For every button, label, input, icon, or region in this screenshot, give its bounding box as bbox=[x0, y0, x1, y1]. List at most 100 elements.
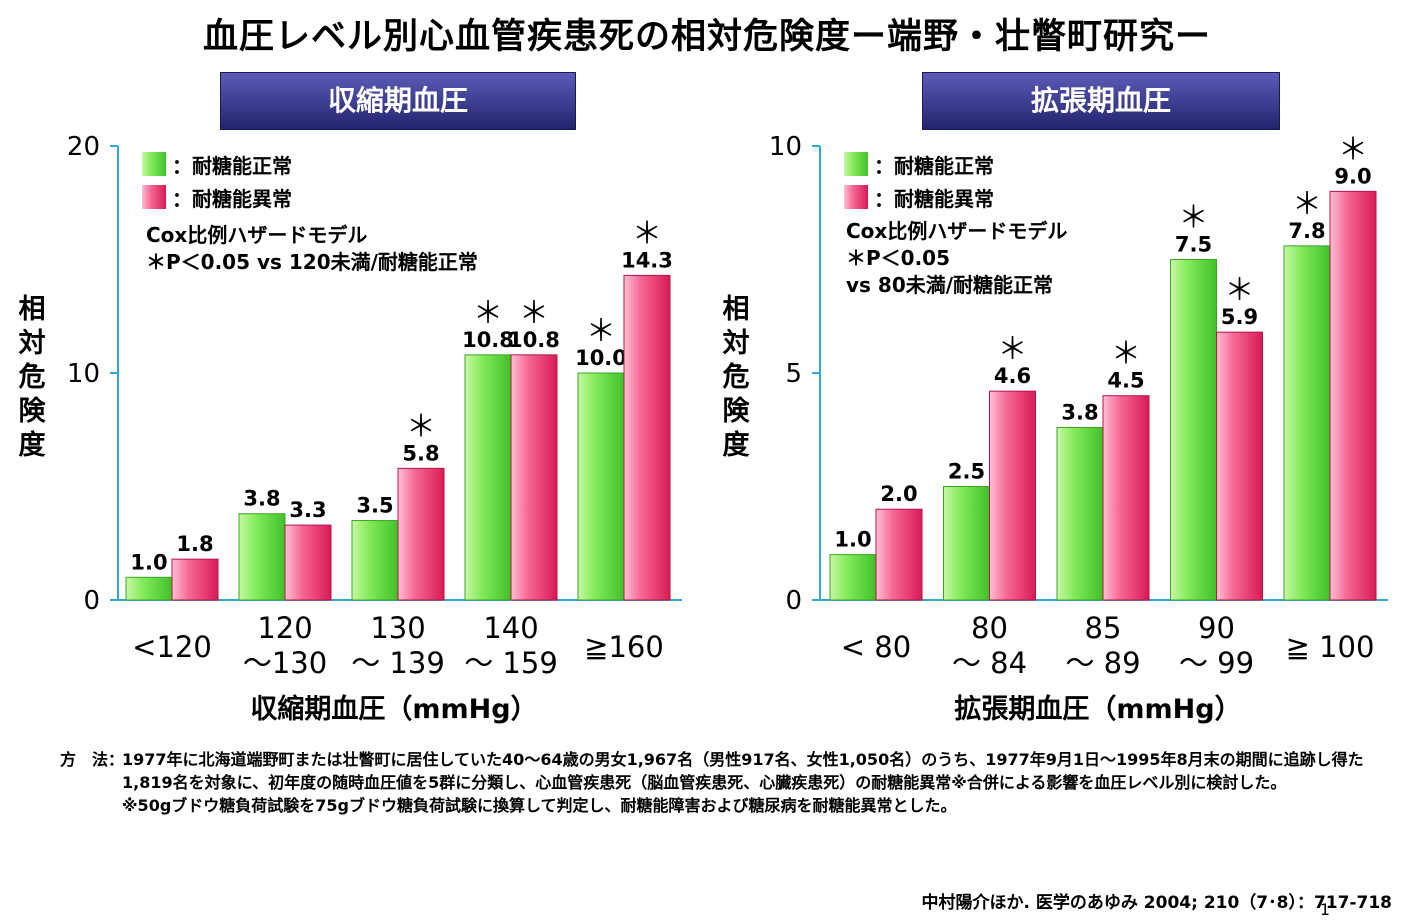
chart1-data-label: 5.8 bbox=[402, 441, 439, 465]
chart2-y-axis-label-char: 度 bbox=[723, 429, 750, 461]
chart1-x-tick-label: 130 bbox=[370, 611, 425, 645]
chart2-data-label: 4.6 bbox=[994, 364, 1031, 388]
chart2-x-tick-label: 85 bbox=[1085, 611, 1122, 645]
diastolic-panel-header: 拡張期血圧 bbox=[922, 72, 1280, 130]
chart2-bar-normal bbox=[1056, 426, 1104, 601]
chart2-data-label: 5.9 bbox=[1221, 305, 1258, 329]
chart2-data-label: 3.8 bbox=[1061, 400, 1098, 424]
chart2-data-label: 7.5 bbox=[1175, 233, 1212, 257]
chart1-y-tick-label: 20 bbox=[67, 132, 100, 162]
chart1-significance-asterisk: ＊ bbox=[473, 296, 503, 331]
chart1-y-axis-label-char: 相 bbox=[19, 294, 46, 325]
chart2-y-axis-label-char: 相 bbox=[723, 294, 750, 325]
chart2-x-tick-label: 90 bbox=[1198, 611, 1235, 645]
chart2-data-label: 7.8 bbox=[1288, 219, 1325, 243]
method-note: ※50gブドウ糖負荷試験を75gブドウ糖負荷試験に換算して判定し、耐糖能障害およ… bbox=[122, 796, 957, 815]
chart1-x-tick-label: ～130 bbox=[243, 646, 327, 680]
chart2-bar-normal bbox=[943, 486, 990, 601]
chart2-x-tick-label: ～ 99 bbox=[1179, 646, 1254, 680]
chart1-data-label: 14.3 bbox=[621, 248, 673, 272]
systolic-panel-header: 収縮期血圧 bbox=[220, 72, 576, 130]
page-number: 1 bbox=[1319, 900, 1330, 919]
chart1-data-label: 3.3 bbox=[289, 498, 326, 522]
chart2-x-tick-label: ≧ 100 bbox=[1286, 630, 1375, 664]
chart2-significance-asterisk: ＊ bbox=[1292, 187, 1322, 222]
chart1-legend-swatch-abnormal bbox=[142, 185, 166, 209]
chart2-y-axis-label-char: 危 bbox=[723, 361, 750, 393]
chart1-y-tick-label: 0 bbox=[83, 586, 100, 616]
chart2-y-axis-label-char: 険 bbox=[723, 396, 751, 427]
chart1-y-axis-label-char: 険 bbox=[19, 396, 47, 427]
chart1-bar-abnormal bbox=[510, 354, 558, 601]
chart1-data-label: 1.8 bbox=[176, 532, 213, 556]
chart2-bar-normal bbox=[829, 554, 877, 601]
chart1-legend-label-abnormal: ：耐糖能異常 bbox=[172, 187, 292, 211]
chart2-bar-normal bbox=[1283, 245, 1331, 601]
chart2-legend-label-abnormal: ：耐糖能異常 bbox=[874, 187, 994, 211]
method-text: 1977年に北海道端野町または壮瞥町に居住していた40～64歳の男女1,967名… bbox=[122, 750, 1364, 792]
chart2-bar-abnormal bbox=[1329, 190, 1377, 601]
chart1-bar-abnormal bbox=[171, 558, 219, 601]
chart2-legend-label-normal: ：耐糖能正常 bbox=[874, 154, 994, 178]
chart2-model-note: Cox比例ハザードモデル bbox=[846, 219, 1067, 243]
chart1-x-tick-label: ≧160 bbox=[584, 630, 664, 664]
chart1-data-label: 10.8 bbox=[462, 328, 514, 352]
chart2-model-note: vs 80未満/耐糖能正常 bbox=[846, 273, 1053, 297]
chart1-model-note: ＊P＜0.05 vs 120未満/耐糖能正常 bbox=[146, 250, 478, 274]
chart2-bar-abnormal bbox=[1102, 395, 1150, 601]
method-label: 方 法： bbox=[60, 750, 125, 769]
chart1-y-axis-label-char: 度 bbox=[19, 429, 46, 461]
chart1-x-tick-label: 120 bbox=[257, 611, 312, 645]
chart2-model-note: ＊P＜0.05 bbox=[846, 246, 950, 270]
chart1-y-tick-label: 10 bbox=[67, 359, 100, 389]
chart1-data-label: 3.8 bbox=[243, 487, 280, 511]
chart1-bar-normal bbox=[351, 520, 399, 601]
chart2-legend-swatch-abnormal bbox=[844, 185, 868, 209]
chart1-x-tick-label: ～ 139 bbox=[351, 646, 445, 680]
chart1-significance-asterisk: ＊ bbox=[586, 314, 616, 349]
chart1-data-label: 10.8 bbox=[508, 328, 560, 352]
chart2-y-tick-label: 0 bbox=[785, 586, 802, 616]
chart2-x-axis-label: 拡張期血圧（mmHg） bbox=[954, 694, 1241, 725]
chart1-data-label: 1.0 bbox=[130, 550, 167, 574]
chart2-bar-abnormal bbox=[1216, 331, 1263, 601]
chart2-y-tick-label: 10 bbox=[769, 132, 802, 162]
chart2-significance-asterisk: ＊ bbox=[1225, 273, 1255, 308]
chart1-significance-asterisk: ＊ bbox=[632, 216, 662, 251]
chart2-y-tick-label: 5 bbox=[785, 359, 802, 389]
chart2-bar-normal bbox=[1170, 259, 1217, 601]
chart1-data-label: 3.5 bbox=[356, 494, 393, 518]
chart1-bar-normal bbox=[125, 576, 173, 601]
chart2-data-label: 9.0 bbox=[1334, 164, 1371, 188]
chart1-legend-label-normal: ：耐糖能正常 bbox=[172, 154, 292, 178]
chart1-data-label: 10.0 bbox=[575, 346, 627, 370]
chart2-significance-asterisk: ＊ bbox=[1111, 337, 1141, 372]
chart1-bar-abnormal bbox=[284, 524, 332, 601]
chart2-significance-asterisk: ＊ bbox=[1179, 201, 1209, 236]
chart2-data-label: 4.5 bbox=[1107, 369, 1144, 393]
chart1-bar-normal bbox=[238, 513, 286, 601]
chart1-x-tick-label: ～ 159 bbox=[464, 646, 558, 680]
chart2-y-axis-label-char: 対 bbox=[723, 328, 750, 359]
page-title: 血圧レベル別心血管疾患死の相対危険度ー端野・壮瞥町研究ー bbox=[202, 17, 1211, 57]
chart1-significance-asterisk: ＊ bbox=[406, 409, 436, 444]
chart2-bar-abnormal bbox=[875, 508, 923, 601]
chart2-data-label: 1.0 bbox=[834, 528, 871, 552]
chart2-x-tick-label: < 80 bbox=[841, 630, 911, 664]
chart1-bar-normal bbox=[577, 372, 625, 601]
chart1-x-axis-label: 収縮期血圧（mmHg） bbox=[250, 693, 537, 725]
chart1-x-tick-label: <120 bbox=[132, 630, 212, 664]
chart2-x-tick-label: ～ 84 bbox=[952, 646, 1027, 680]
chart1-x-tick-label: 140 bbox=[483, 611, 538, 645]
method-section: 方 法： 1977年に北海道端野町または壮瞥町に居住していた40～64歳の男女1… bbox=[60, 748, 1380, 817]
chart2-data-label: 2.0 bbox=[880, 482, 917, 506]
chart2-bar-abnormal bbox=[989, 390, 1036, 601]
chart2-data-label: 2.5 bbox=[948, 460, 985, 484]
chart1-legend-swatch-normal bbox=[142, 152, 166, 176]
chart2-x-tick-label: ～ 89 bbox=[1065, 646, 1140, 680]
chart1-significance-asterisk: ＊ bbox=[519, 296, 549, 331]
chart1-y-axis-label-char: 危 bbox=[19, 361, 46, 393]
chart1-bar-normal bbox=[464, 354, 512, 601]
chart1-y-axis-label-char: 対 bbox=[19, 328, 46, 359]
chart2-significance-asterisk: ＊ bbox=[998, 332, 1028, 367]
